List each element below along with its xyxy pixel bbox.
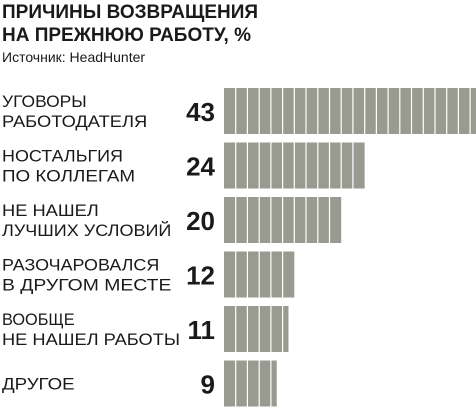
category-label: НЕ НАШЕЛ РАБОТЫ [2, 330, 180, 349]
value-label: 11 [188, 315, 216, 345]
value-label: 20 [186, 206, 215, 236]
category-label: НЕ НАШЕЛ [2, 201, 99, 220]
chart-title-line-2: НА ПРЕЖНЮЮ РАБОТУ, % [2, 25, 251, 46]
value-label: 24 [186, 152, 215, 182]
category-label: РАБОТОДАТЕЛЯ [2, 112, 147, 131]
bar [224, 360, 277, 407]
category-label: ДРУГОЕ [2, 375, 75, 394]
category-label: РАЗОЧАРОВАЛСЯ [2, 256, 159, 275]
category-label: ЛУЧШИХ УСЛОВИЙ [2, 221, 171, 240]
bar [224, 88, 476, 134]
bar [224, 306, 289, 352]
chart-subtitle: Источник: HeadHunter [2, 49, 145, 65]
category-label: ПО КОЛЛЕГАМ [2, 167, 135, 186]
value-label: 9 [201, 370, 215, 400]
category-label: В ДРУГОМ МЕСТЕ [2, 276, 171, 295]
chart-title-line-1: ПРИЧИНЫ ВОЗВРАЩЕНИЯ [2, 2, 258, 23]
category-label: УГОВОРЫ [2, 92, 87, 111]
value-label: 12 [186, 261, 215, 291]
value-label: 43 [186, 97, 215, 127]
category-label: ВООБЩЕ [2, 310, 75, 329]
category-label: НОСТАЛЬГИЯ [2, 147, 123, 166]
